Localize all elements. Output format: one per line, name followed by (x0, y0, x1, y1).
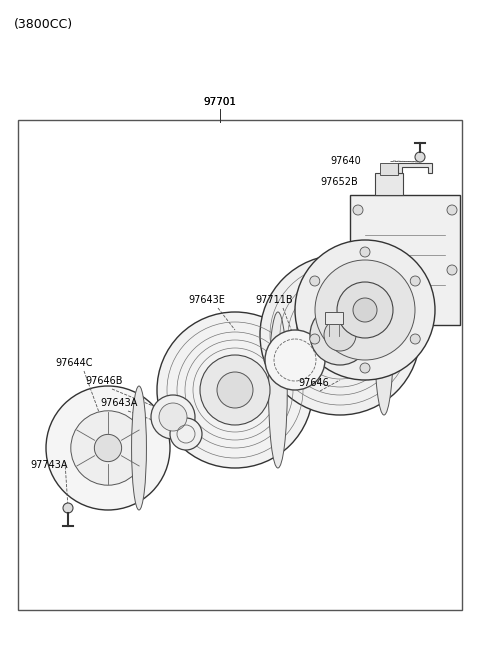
Circle shape (410, 334, 420, 344)
Bar (325, 312, 343, 324)
Ellipse shape (374, 255, 394, 415)
Circle shape (447, 205, 457, 215)
Text: (3800CC): (3800CC) (14, 18, 73, 31)
Circle shape (310, 305, 370, 365)
Circle shape (360, 247, 370, 257)
Circle shape (260, 255, 420, 415)
Circle shape (200, 355, 270, 425)
Circle shape (170, 418, 202, 450)
Circle shape (46, 386, 170, 510)
Circle shape (415, 152, 425, 162)
Circle shape (353, 298, 377, 322)
Circle shape (315, 260, 415, 360)
Text: 97643E: 97643E (188, 295, 225, 305)
Polygon shape (398, 163, 432, 173)
Circle shape (95, 434, 121, 462)
Circle shape (353, 205, 363, 215)
Circle shape (157, 312, 313, 468)
Text: 97701: 97701 (204, 97, 237, 107)
Circle shape (310, 334, 320, 344)
Text: 97743A: 97743A (30, 460, 68, 470)
Text: 97701: 97701 (204, 97, 237, 107)
Bar (380, 163, 398, 175)
Text: 97652B: 97652B (320, 177, 358, 187)
Bar (350, 195, 460, 325)
Circle shape (265, 330, 325, 390)
Circle shape (360, 363, 370, 373)
Bar (18, 120, 462, 610)
Text: 97643A: 97643A (100, 398, 137, 408)
Circle shape (71, 411, 145, 485)
Circle shape (353, 265, 363, 275)
Circle shape (447, 265, 457, 275)
Circle shape (410, 276, 420, 286)
Circle shape (295, 240, 435, 380)
Text: 97711B: 97711B (255, 295, 293, 305)
Circle shape (337, 282, 393, 338)
Bar (375, 173, 403, 195)
Text: 97644C: 97644C (55, 358, 93, 368)
Ellipse shape (268, 312, 287, 468)
Ellipse shape (132, 386, 146, 510)
Text: 97646B: 97646B (85, 376, 122, 386)
Text: 97640: 97640 (330, 156, 361, 166)
Circle shape (151, 395, 195, 439)
Circle shape (159, 403, 187, 431)
Circle shape (217, 372, 253, 408)
Circle shape (63, 503, 73, 513)
Circle shape (310, 276, 320, 286)
Circle shape (324, 319, 356, 351)
Text: 97646: 97646 (298, 378, 329, 388)
